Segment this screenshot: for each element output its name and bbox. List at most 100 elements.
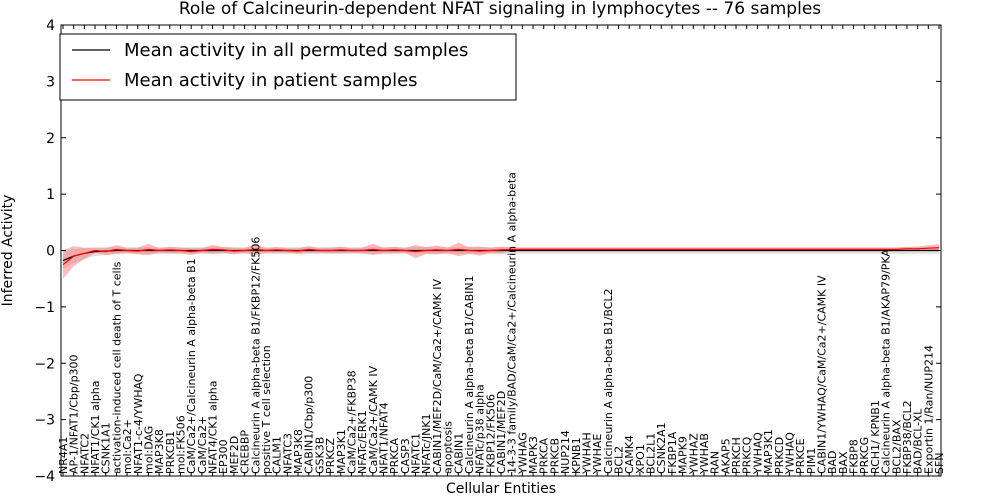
x-tick-label: NFATC3 [281,433,294,474]
x-tick-label: PRKCA [538,437,551,474]
x-tick-label: PIM1 [805,448,818,474]
x-tick-label: activation-induced cell death of T cells [110,261,123,474]
series-lines [62,247,940,266]
x-tick-label: BCL2/BAX [890,419,903,474]
x-tick-label: CSNK1A1 [100,422,113,474]
x-tick-label: CABIN1 [452,433,465,474]
band-permuted [63,247,939,270]
x-tick-label: MAP3K1 [335,429,348,474]
x-tick-label: MAPK9 [677,436,690,474]
x-tick-label: NFATC1 [410,433,423,474]
x-tick-label: CABIN1/Cbp/p300 [303,376,316,474]
x-tick-label: YWHAE [591,434,604,475]
x-tick-label: CASP3 [399,438,412,474]
x-tick-label: NFAT1/CK1 alpha [89,380,102,474]
x-tick-label: NFATc/JNK1 [420,413,433,474]
x-tick-label: Exportin 1/Ran/NUP214 [922,345,935,474]
x-tick-label: SFN [933,452,946,474]
x-tick-label: BCL2 [613,446,626,474]
x-tick-label: mol:Ca2+ [121,419,134,474]
x-tick-label: MEF2D [228,436,241,474]
x-tick-label: YWHAQ [783,432,796,475]
x-tick-label: MAP3K8 [153,429,166,474]
x-tick-label: FKBP12/FK506 [484,394,497,474]
x-tick-label: FKBP8 [848,439,861,474]
x-tick-label: NFATC2 [78,433,91,474]
x-tick-label: BAD/BCL-XL [912,408,925,474]
x-tick-label: CaM/Ca2+/CAMK IV [367,365,380,474]
x-tick-label: YWHAZ [687,433,700,475]
legend-label: Mean activity in patient samples [124,70,418,91]
x-tick-label: PRKCG [858,437,871,474]
x-tick-label: KPNB1 [570,437,583,474]
x-tick-label: 14-3-3 family/BAD/CaM/Ca2+/Calcineurin A… [506,172,519,474]
x-tick-label: PRKCE [794,438,807,474]
x-tick-label: BAX [837,451,850,474]
y-tick-label: 0 [46,244,55,260]
y-tick-label: 4 [46,18,55,34]
x-tick-label: CSNK2A1 [655,422,668,474]
x-tick-label: NFATc/p38 alpha [474,384,487,474]
x-tick-label: MAP3K1 [762,429,775,474]
x-tick-label: PRKCB [548,438,561,474]
x-tick-label: BCL2L1 [645,433,658,474]
x-tick-label: CaM/Ca2+/Calcineurin A alpha-beta B1 [185,258,198,474]
x-tick-label: Calcineurin A alpha-beta B1/CABIN1 [463,275,476,474]
x-tick-label: XPO1 [634,444,647,474]
x-tick-label: RCH1/ KPNB1 [869,400,882,474]
y-tick-label: 3 [46,74,55,90]
x-tick-label: GSK3B [313,437,326,474]
x-tick-label: YWHAQ [751,432,764,475]
x-tick-label: CABIN1/MEF2D [495,391,508,474]
x-tick-label: MAP3K8 [292,429,305,474]
x-tick-label: mol:DAG [142,426,155,474]
x-tick-label: CALM1 [271,436,284,474]
y-axis-ticks: −4 −3 −2 −1 0 1 2 3 4 [34,18,941,485]
x-tick-label: BAD [826,450,839,474]
x-tick-label: EP300 [217,439,230,474]
x-tick-label: NFAT4/CK1 alpha [207,380,220,474]
x-tick-label: NFAT1-c-4/YWHAQ [132,373,145,474]
x-tick-label: Calcineurin A alpha-beta B1/AKAP79/PKA [880,249,893,474]
y-tick-label: −2 [34,356,55,372]
legend: Mean activity in all permuted samples Mea… [59,33,517,101]
y-tick-label: 1 [46,187,55,203]
x-tick-label: PRKCH [730,437,743,474]
x-tick-label: Calcineurin A alpha-beta B1/BCL2 [602,288,615,474]
y-tick-label: −4 [34,469,55,485]
x-tick-label: NR4A1 [57,437,70,474]
confidence-bands [63,242,939,279]
legend-label: Mean activity in all permuted samples [124,40,468,61]
x-tick-label: AP-1/NFAT1/Cbp/p300 [68,354,81,474]
x-tick-label: mol:FK506 [175,415,188,474]
y-tick-label: −1 [34,300,55,316]
x-tick-label: CAMK4 [623,435,636,474]
x-tick-label: positive T cell selection [260,345,273,474]
x-tick-label: apoptosis [442,421,455,474]
x-tick-label: YWHAH [580,432,593,475]
x-tick-label: Calcineurin A alpha-beta B1/FKBP12/FK506 [249,237,262,474]
legend-box [59,33,517,101]
x-tick-label: RAN [709,451,722,474]
x-axis-label: Cellular Entities [446,481,556,497]
x-tick-label: FKBP38/BCL2 [901,400,914,474]
x-tick-label: NUP214 [559,430,572,474]
x-tick-label: CABIN1/YWHAQ/CaM/Ca2+/CAMK IV [815,275,828,474]
band-patient [63,242,939,279]
x-tick-label: YWHAB [698,433,711,475]
x-tick-label: YWHAG [516,432,529,475]
x-tick-label: PRKCZ [324,437,337,474]
x-tick-label: CaM/Ca2+ [196,416,209,474]
x-tick-label: FKBP1A [666,431,679,474]
x-tick-label: CaM/Ca2+/FKBP38 [345,370,358,474]
chart-title: Role of Calcineurin-dependent NFAT signa… [179,0,821,19]
series-line-patient [62,247,940,266]
y-tick-label: −3 [34,413,55,429]
x-tick-label: NFATc/ERK1 [356,410,369,474]
x-tick-label: CREBBP [239,430,252,474]
y-tick-label: 2 [46,131,55,147]
x-tick-label: PRKCD [773,437,786,474]
x-tick-label: PRKCA [388,437,401,474]
x-axis-ticks: NR4A1AP-1/NFAT1/Cbp/p300NFATC2NFAT1/CK1 … [57,25,946,476]
